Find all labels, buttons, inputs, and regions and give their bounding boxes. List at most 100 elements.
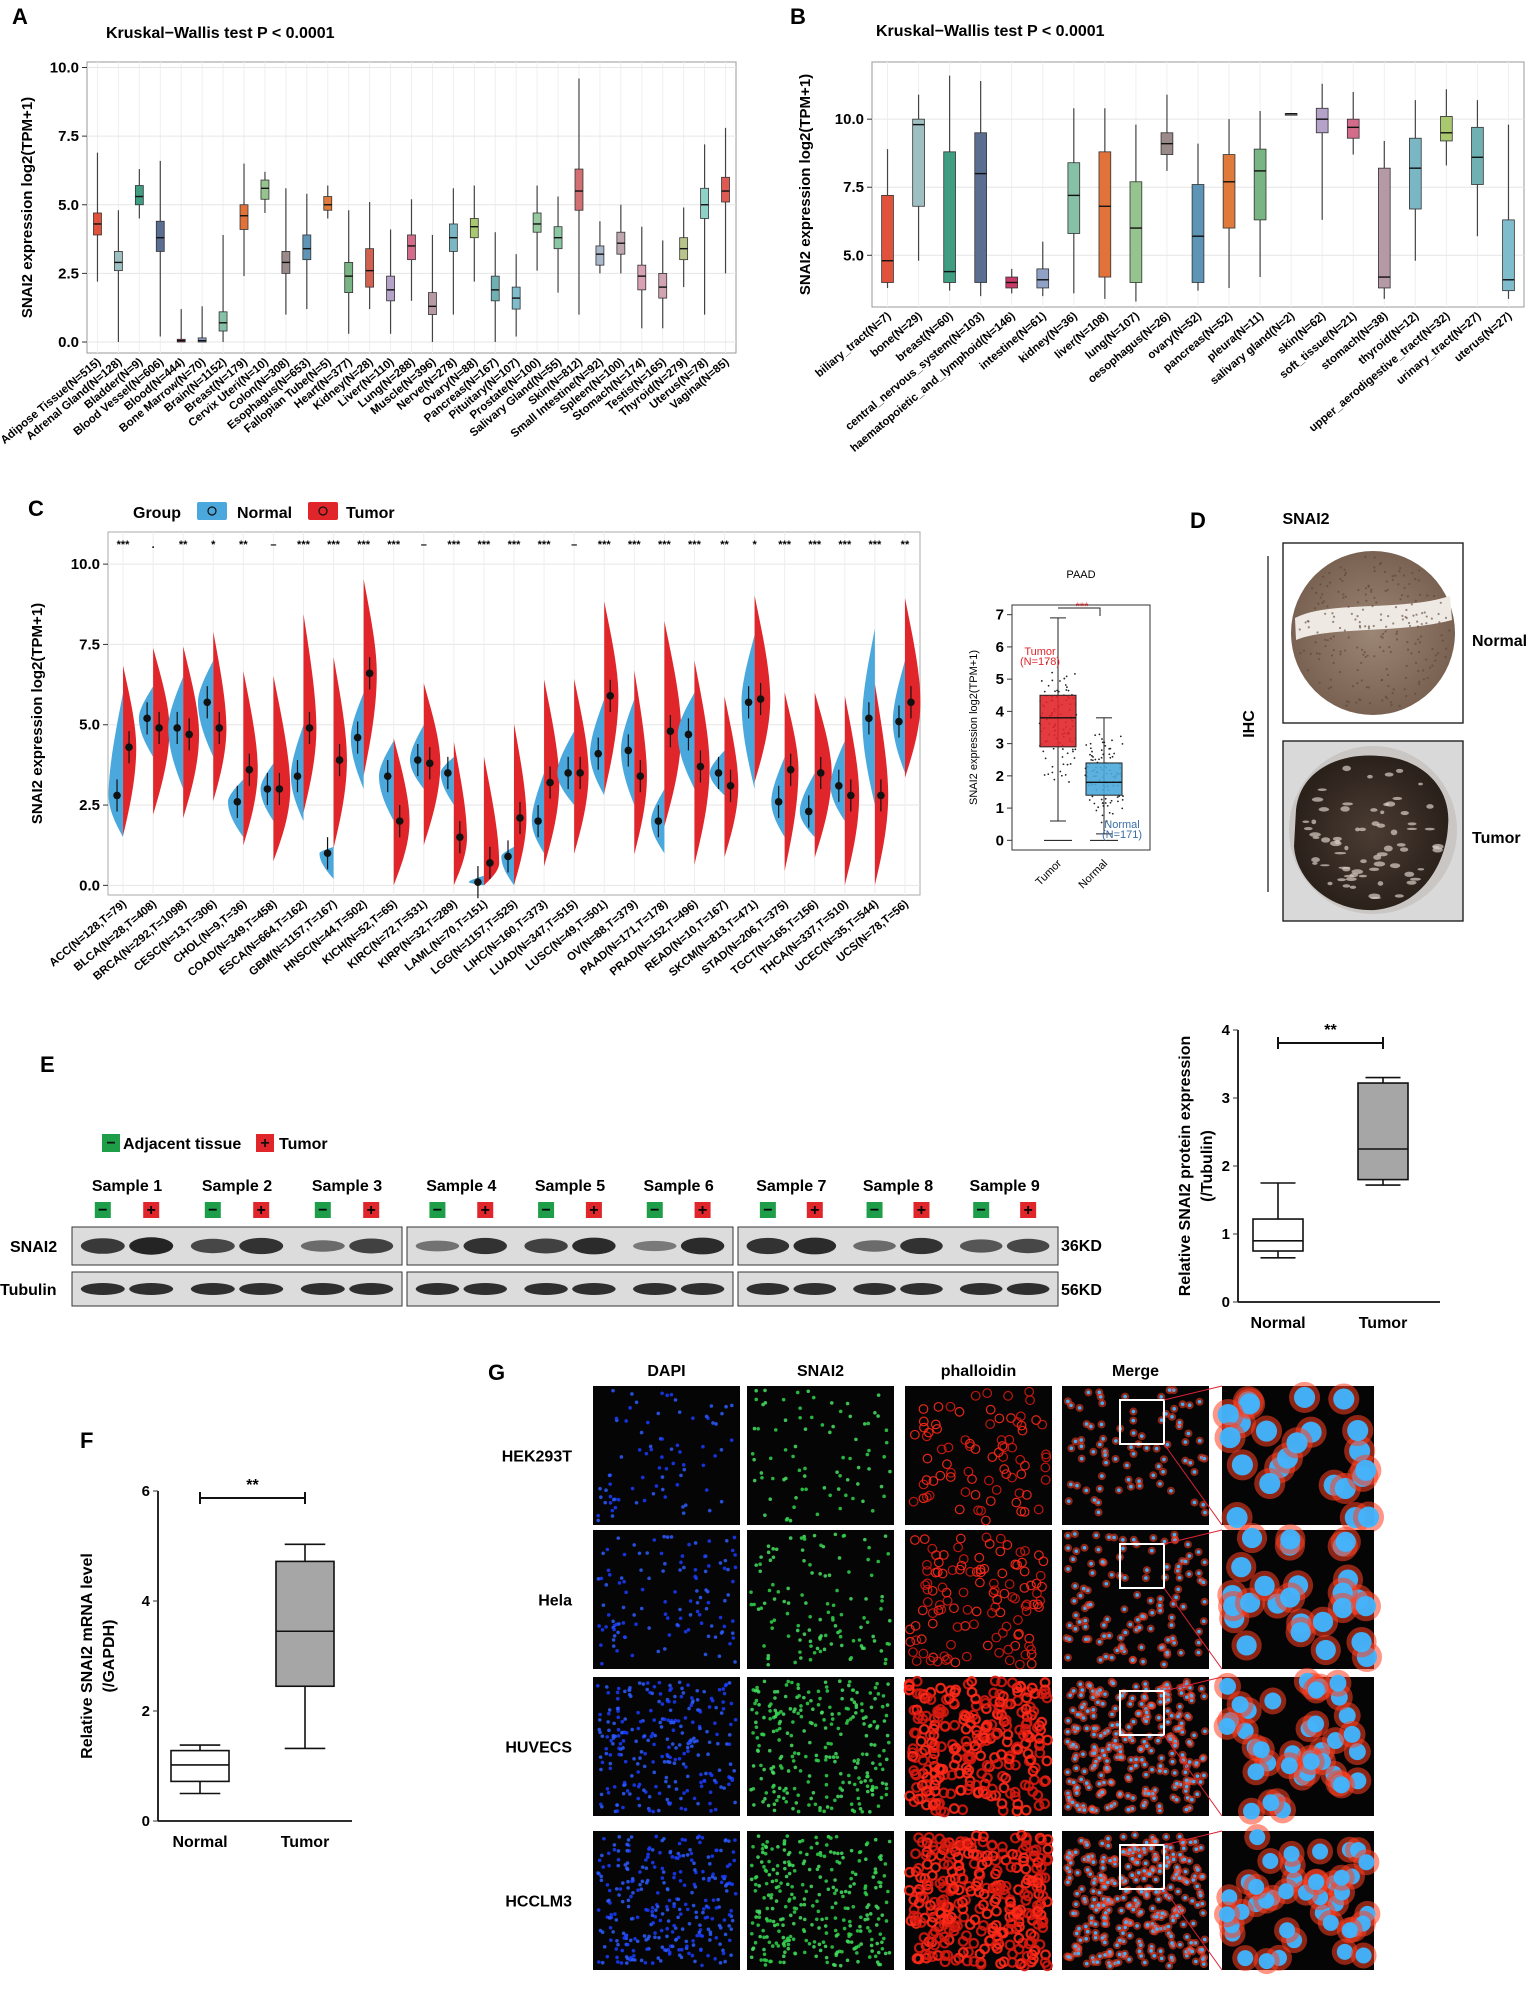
if-cell bbox=[635, 1762, 640, 1766]
plus-sign: + bbox=[257, 1202, 266, 1219]
if-cell bbox=[818, 1805, 822, 1810]
ihc-speckle bbox=[1381, 632, 1385, 636]
if-cell bbox=[647, 1576, 651, 1581]
if-cell bbox=[834, 1934, 839, 1938]
if-cell-nucleus bbox=[1090, 1807, 1095, 1812]
if-cell bbox=[763, 1388, 767, 1393]
if-cell bbox=[635, 1915, 640, 1920]
if-cell bbox=[640, 1587, 645, 1592]
jitter-point bbox=[1071, 748, 1074, 751]
if-cell bbox=[664, 1775, 669, 1780]
if-cell-nucleus bbox=[1115, 1897, 1120, 1901]
if-cell-nucleus bbox=[1165, 1650, 1170, 1655]
if-cell-nucleus bbox=[1123, 1394, 1127, 1399]
if-cell bbox=[606, 1690, 611, 1695]
blot-frame-snai2 bbox=[737, 1226, 1059, 1266]
if-cell bbox=[799, 1903, 803, 1907]
if-cell-nucleus bbox=[1197, 1438, 1202, 1443]
if-cell bbox=[703, 1898, 708, 1903]
if-cell-nucleus bbox=[1089, 1561, 1093, 1566]
if-cell bbox=[693, 1959, 697, 1964]
if-cell bbox=[642, 1498, 647, 1503]
if-cell bbox=[679, 1796, 683, 1801]
band-tubulin bbox=[524, 1283, 568, 1295]
if-cell bbox=[727, 1924, 731, 1928]
y-tick-label: 2.5 bbox=[58, 265, 79, 282]
if-cell bbox=[681, 1463, 686, 1467]
if-cell-nucleus bbox=[1165, 1709, 1170, 1713]
if-cell bbox=[677, 1410, 682, 1414]
ihc-speckle bbox=[1411, 571, 1414, 575]
if-cell-nucleus bbox=[1120, 1646, 1124, 1651]
if-cell bbox=[1016, 1829, 1027, 1841]
if-cell bbox=[927, 1799, 939, 1811]
violin-tumor bbox=[844, 695, 860, 886]
if-cell bbox=[809, 1884, 814, 1889]
if-cell bbox=[871, 1634, 875, 1639]
if-cell bbox=[709, 1624, 714, 1628]
if-cell bbox=[876, 1414, 880, 1418]
ihc-speckle bbox=[1417, 569, 1421, 572]
if-cell bbox=[926, 1737, 937, 1749]
if-cell bbox=[675, 1443, 680, 1448]
if-cell-nucleus bbox=[1066, 1399, 1070, 1404]
ihc-lumen bbox=[1345, 877, 1357, 882]
if-cell bbox=[679, 1560, 683, 1565]
ihc-speckle bbox=[1365, 599, 1368, 602]
if-cell bbox=[697, 1834, 701, 1839]
if-cell bbox=[818, 1696, 822, 1701]
if-cell bbox=[615, 1690, 620, 1695]
if-cell bbox=[676, 1935, 681, 1940]
ihc-lumen bbox=[1367, 774, 1373, 779]
if-cell bbox=[911, 1635, 922, 1646]
jitter-point bbox=[1109, 756, 1112, 759]
if-cell bbox=[865, 1913, 869, 1917]
ihc-speckle bbox=[1302, 649, 1306, 652]
violin-normal bbox=[590, 699, 605, 796]
normal-median-dot bbox=[353, 733, 362, 742]
if-cell bbox=[697, 1930, 702, 1935]
ihc-speckle bbox=[1426, 594, 1429, 597]
if-cell bbox=[662, 1534, 666, 1539]
if-cell bbox=[792, 1906, 797, 1910]
if-cell bbox=[707, 1705, 712, 1709]
ihc-speckle bbox=[1347, 636, 1350, 639]
if-cell-nucleus bbox=[1178, 1704, 1182, 1709]
if-cell bbox=[619, 1455, 624, 1459]
if-cell bbox=[872, 1743, 877, 1747]
if-cell bbox=[698, 1840, 702, 1845]
if-cell bbox=[597, 1960, 601, 1964]
significance-label: – bbox=[571, 539, 577, 551]
jitter-point bbox=[1089, 753, 1091, 756]
if-cell bbox=[774, 1885, 779, 1890]
if-cell bbox=[636, 1770, 641, 1774]
if-cell bbox=[1033, 1550, 1044, 1561]
box bbox=[943, 151, 956, 283]
if-cell bbox=[935, 1470, 946, 1481]
if-cell bbox=[861, 1716, 866, 1721]
band-tubulin bbox=[239, 1283, 284, 1295]
if-cell bbox=[809, 1845, 814, 1850]
if-cell-nucleus bbox=[1159, 1756, 1164, 1760]
if-cell-nucleus bbox=[1085, 1726, 1089, 1731]
violin-tumor bbox=[393, 738, 410, 886]
if-cell bbox=[722, 1566, 727, 1571]
if-cell bbox=[926, 1905, 937, 1917]
if-cell bbox=[918, 1932, 930, 1943]
ihc-speckle bbox=[1437, 612, 1440, 616]
significance-label: ** bbox=[179, 539, 188, 551]
jitter-point bbox=[1101, 738, 1103, 740]
if-cell bbox=[975, 1564, 986, 1575]
significance-label: *** bbox=[688, 539, 702, 551]
sample-label: Sample 6 bbox=[644, 1178, 714, 1195]
if-cell bbox=[832, 1891, 837, 1896]
if-zoom-line bbox=[1163, 1734, 1223, 1817]
if-cell bbox=[1023, 1731, 1035, 1743]
if-cell bbox=[798, 1415, 802, 1420]
ihc-speckle bbox=[1330, 654, 1334, 657]
if-cell bbox=[967, 1474, 977, 1485]
if-cell bbox=[829, 1642, 834, 1646]
ihc-speckle bbox=[1347, 701, 1350, 704]
if-cell bbox=[850, 1688, 855, 1692]
jitter-point bbox=[1108, 753, 1111, 756]
